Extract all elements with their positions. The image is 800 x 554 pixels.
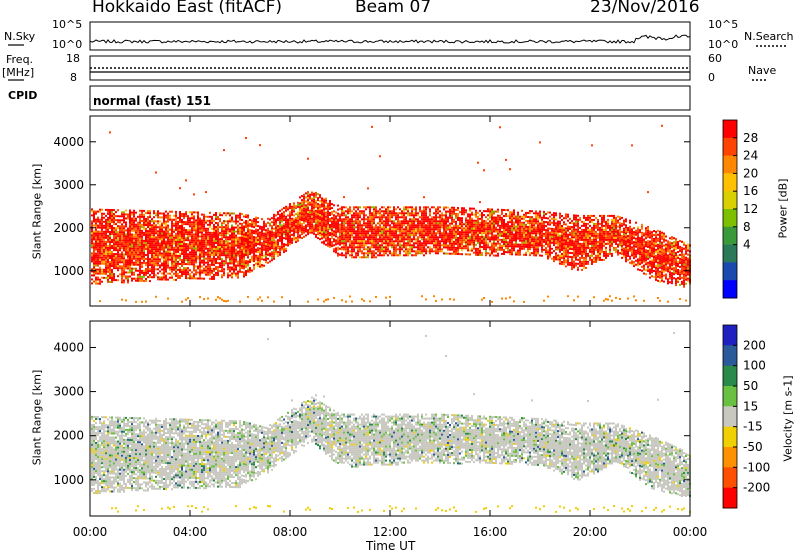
nsearch-tick-bottom: 10^0 [708,38,739,51]
power-colorbar-swatch [723,155,737,174]
cpid-label: CPID [8,89,38,102]
velocity-colorbar-label-tick: -100 [743,460,770,474]
velocity-colorbar-label-tick: -15 [743,420,763,434]
velocity-ytick-label: 4000 [53,340,84,354]
power-colorbar-label-tick: 4 [743,238,751,252]
power-colorbar-swatch [723,244,737,263]
x-axis-label: Time UT [366,539,416,553]
power-colorbar-label-tick: 12 [743,202,758,216]
x-tick-label: 04:00 [173,525,208,539]
power-colorbar-swatch [723,173,737,192]
velocity-colorbar-swatch [723,325,737,346]
nsearch-label: N.Search [744,30,794,43]
velocity-colorbar-swatch [723,386,737,407]
power-scatter [91,124,691,303]
x-tick-label: 16:00 [473,525,508,539]
x-tick-label: 00:00 [73,525,108,539]
nsky-tick-top: 10^5 [52,18,83,31]
velocity-colorbar-label-tick: 100 [743,359,766,373]
power-colorbar-swatch [723,209,737,228]
power-colorbar-label-tick: 8 [743,220,751,234]
nsky-strip-frame [89,21,691,51]
x-tick-label: 12:00 [373,525,408,539]
velocity-ytick-label: 1000 [53,473,84,487]
velocity-colorbar-swatch [723,467,737,489]
velocity-colorbar-label-tick: -50 [743,440,763,454]
cpid-strip-frame [89,85,691,111]
power-colorbar-swatch [723,191,737,210]
velocity-colorbar-frame [722,324,738,509]
nsky-label: N.Sky [4,30,36,43]
power-ytick-label: 3000 [53,178,84,192]
velocity-colorbar-swatch [723,345,737,367]
velocity-colorbar-swatch [723,365,737,387]
velocity-colorbar-swatch [723,447,737,468]
velocity-colorbar-label-tick: 15 [743,399,758,413]
power-colorbar-label-tick: 28 [743,131,758,145]
velocity-ytick-label: 2000 [53,429,84,443]
power-colorbar-swatch [723,280,737,299]
freq-tick-top: 18 [66,52,80,65]
power-colorbar-swatch [723,262,737,281]
x-tick-label: 20:00 [573,525,608,539]
freq-unit: [MHz] [2,66,35,79]
x-tick-label: 00:00 [673,525,708,539]
cpid-value: normal (fast) 151 [93,94,211,108]
nsky-noise-trace [89,34,691,46]
x-tick-label: 08:00 [273,525,308,539]
velocity-colorbar-label-tick: 200 [743,338,766,352]
nave-tick-top: 60 [708,52,722,65]
velocity-colorbar-swatch [723,426,737,448]
power-colorbar-label-tick: 20 [743,166,758,180]
freq-tick-bottom: 8 [70,71,77,84]
freq-label: Freq. [6,53,34,66]
velocity-scatter [91,332,691,513]
velocity-colorbar-swatch [723,406,737,428]
power-ytick-label: 4000 [53,135,84,149]
power-ytick-label: 1000 [53,264,84,278]
station-title: Hokkaido East (fitACF) [92,0,283,17]
velocity-colorbar-label-tick: 50 [743,379,758,393]
power-colorbar-label-tick: 16 [743,184,758,198]
velocity-colorbar-swatch [723,487,737,509]
power-colorbar-swatch [723,137,737,157]
power-colorbar-swatch [723,226,737,246]
velocity-colorbar-label-tick: -200 [743,481,770,495]
nave-label: Nave [748,64,777,77]
nsearch-tick-top: 10^5 [708,18,739,31]
velocity-ytick-label: 3000 [53,385,84,399]
power-ytick-label: 2000 [53,221,84,235]
nsky-tick-bottom: 10^0 [52,38,83,51]
beam-title: Beam 07 [355,0,432,17]
date-title: 23/Nov/2016 [590,0,700,17]
nave-tick-bottom: 0 [708,71,715,84]
power-colorbar-swatch [723,120,737,139]
power-colorbar-label-tick: 24 [743,149,758,163]
